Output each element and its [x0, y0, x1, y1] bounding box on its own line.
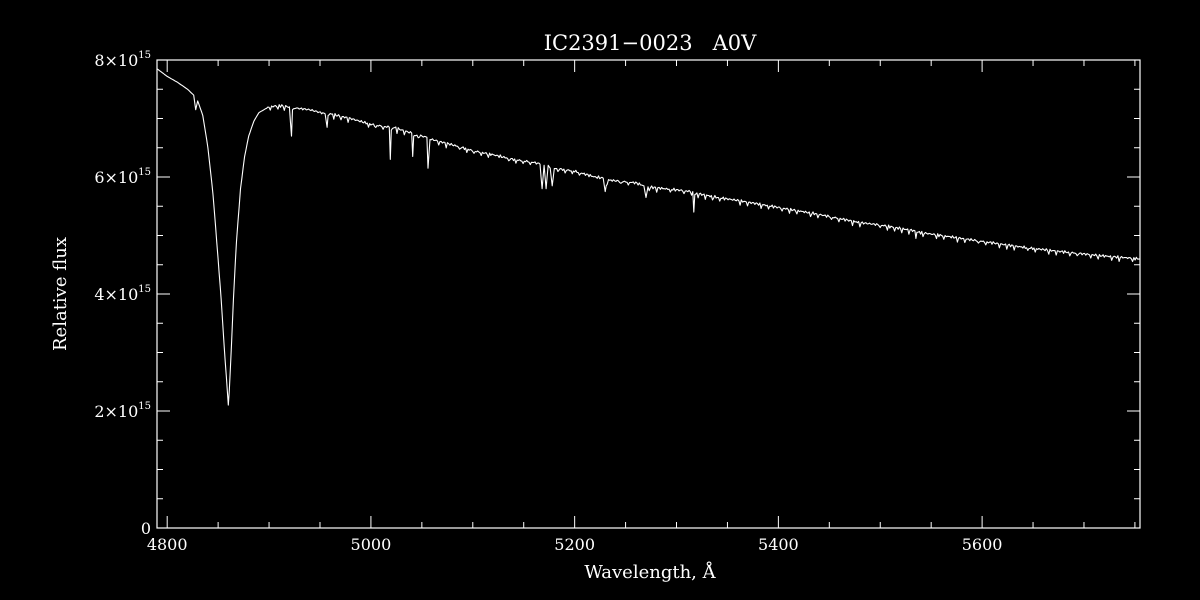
spectrum-line	[156, 68, 1141, 406]
y-tick-label: 2×1015	[94, 401, 151, 421]
chart-title: IC2391−0023 A0V	[544, 31, 757, 55]
y-axis-label: Relative flux	[50, 237, 71, 351]
y-tick-label: 6×1015	[94, 167, 151, 187]
x-tick-label: 5400	[758, 535, 799, 554]
tick-marks	[157, 59, 1140, 529]
y-tick-label: 4×1015	[94, 284, 151, 304]
x-axis-label: Wavelength, Å	[584, 561, 716, 583]
x-tick-label: 5600	[962, 535, 1003, 554]
y-tick-labels: 0 2×1015 4×1015 6×1015 8×1015	[94, 50, 151, 538]
x-tick-label: 5000	[351, 535, 392, 554]
y-tick-label: 0	[141, 519, 151, 538]
y-tick-label: 8×1015	[94, 50, 151, 70]
x-tick-label: 4800	[147, 535, 188, 554]
x-tick-labels: 4800 5000 5200 5400 5600	[147, 535, 1003, 554]
x-tick-label: 5200	[554, 535, 595, 554]
